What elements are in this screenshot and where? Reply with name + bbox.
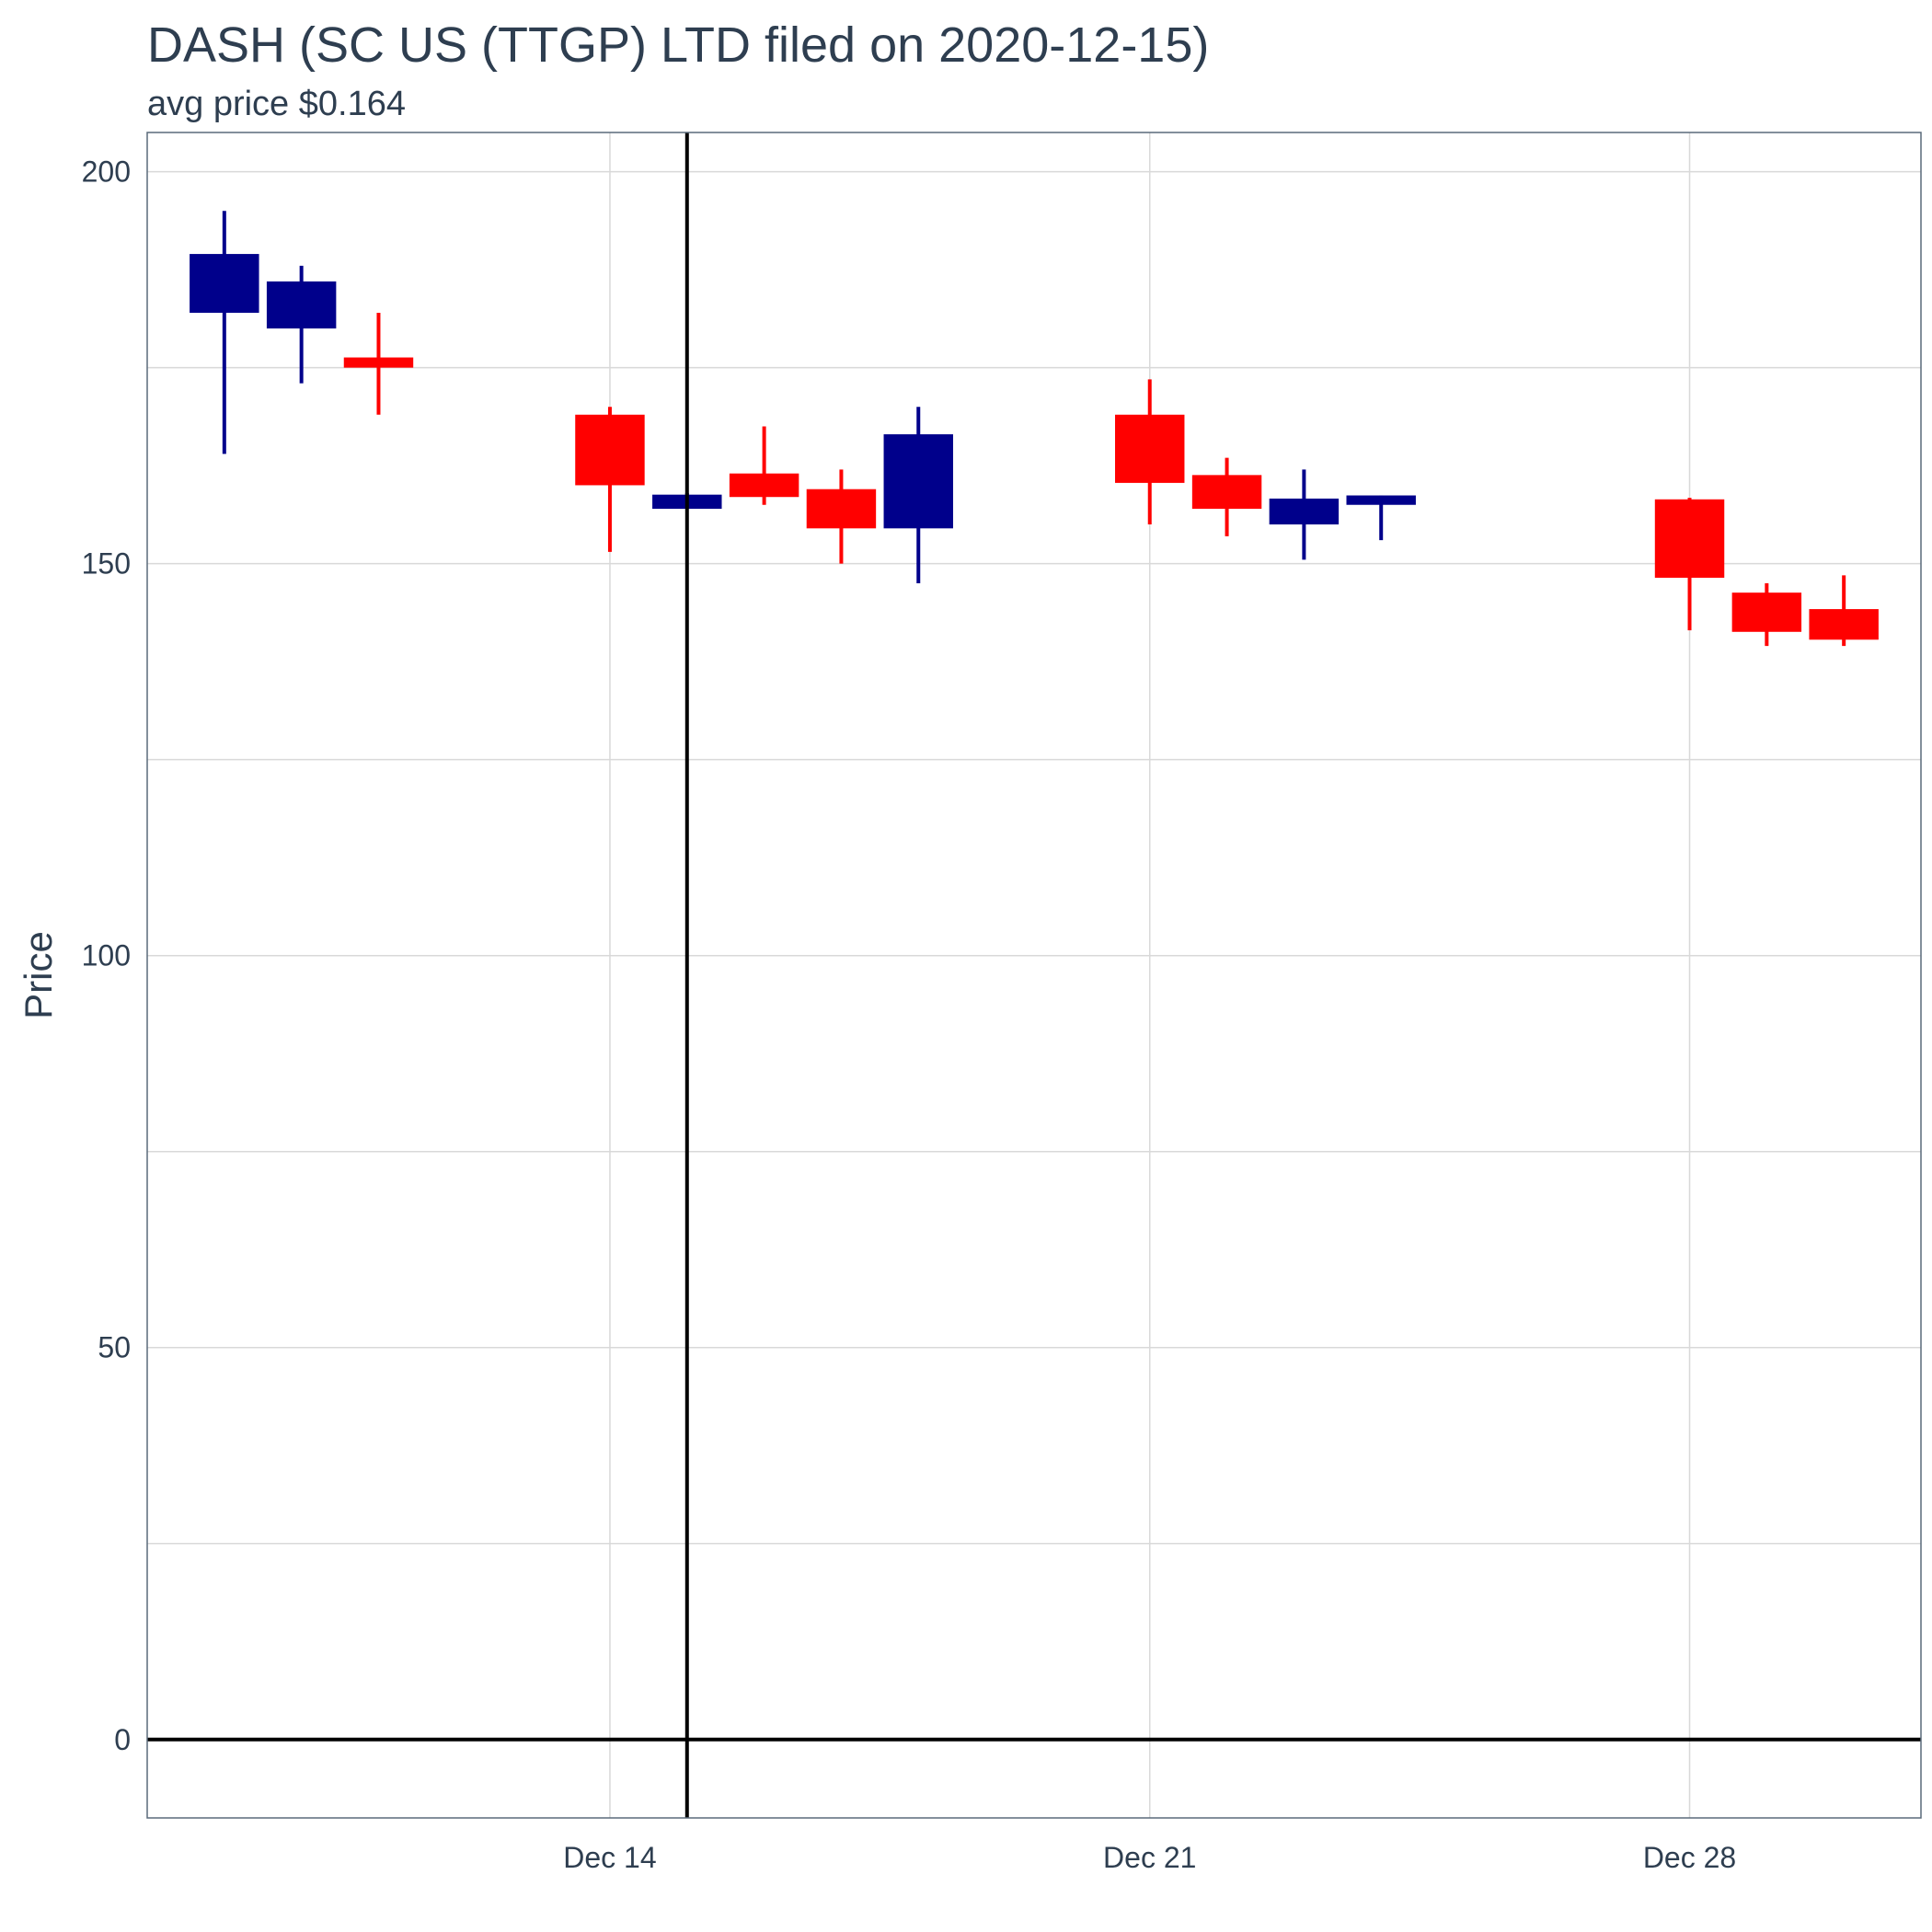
x-tick-label: Dec 21 [1103,1841,1196,1874]
candle-layer [190,211,1879,647]
y-tick-label: 100 [82,939,131,972]
x-axis-ticks: Dec 14 Dec 21 Dec 28 [563,1841,1736,1874]
x-tick-label: Dec 28 [1643,1841,1736,1874]
candle-body [1191,475,1262,510]
chart-title: DASH (SC US (TTGP) LTD filed on 2020-12-… [147,17,1210,73]
y-tick-label: 50 [98,1331,131,1364]
chart-subtitle: avg price $0.164 [147,85,406,123]
grid-layer [147,132,1921,1818]
y-axis-title: Price [17,931,60,1019]
candle [190,211,259,454]
candle-body [883,434,953,529]
candle [1346,495,1416,541]
candle-body [266,281,337,329]
y-tick-label: 150 [82,547,131,581]
y-tick-label: 200 [82,155,131,189]
candle [806,469,877,564]
candle [1115,379,1185,525]
candle [266,265,337,384]
y-axis-ticks: 0 50 100 150 200 [82,155,131,1756]
candle-body [1654,499,1725,578]
candle-body [806,489,877,529]
candle [1191,457,1262,536]
candle-body [1269,498,1340,525]
candle [1269,469,1340,560]
candle [1654,498,1725,631]
candle [1809,575,1879,647]
candle-body [1731,592,1802,632]
plot-frame [146,132,1922,1819]
candle-body [1346,495,1416,505]
candle [883,407,953,583]
candle [729,426,799,505]
candle-body [190,254,259,313]
candle-body [1115,414,1185,483]
candle [575,407,645,552]
candle-body [575,414,645,486]
candle-body [343,357,414,368]
x-tick-label: Dec 14 [563,1841,656,1874]
candle-body [1809,609,1879,640]
y-tick-label: 0 [114,1723,131,1756]
candle-body [729,473,799,498]
reference-lines [147,132,1921,1818]
candle [1731,582,1802,647]
candle [343,312,414,415]
